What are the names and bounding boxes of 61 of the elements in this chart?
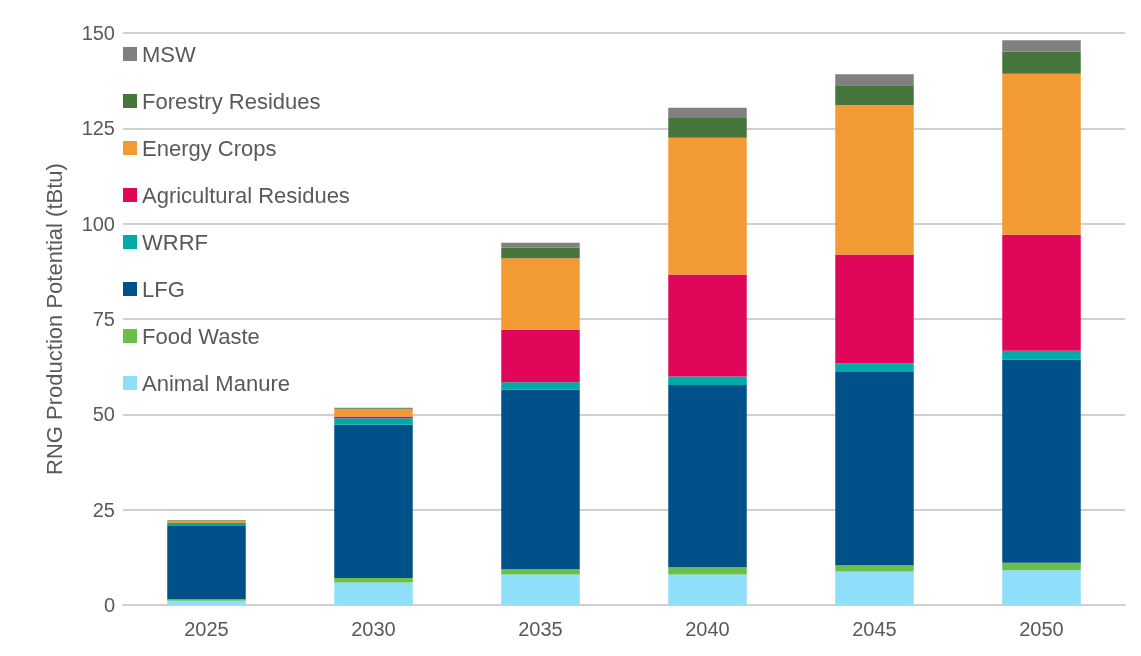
bar xyxy=(334,577,413,583)
bar xyxy=(1002,51,1081,74)
x-tick-label: 2025 xyxy=(184,618,229,640)
bar xyxy=(167,600,246,605)
bar xyxy=(1002,40,1081,52)
bar xyxy=(835,571,914,605)
bar xyxy=(1002,570,1081,605)
bar xyxy=(1002,73,1081,235)
bar xyxy=(835,565,914,572)
y-tick-label: 25 xyxy=(92,498,115,521)
bar xyxy=(501,389,580,570)
legend-label: Forestry Residues xyxy=(142,88,321,114)
legend-label: Animal Manure xyxy=(142,370,290,396)
bar xyxy=(501,329,580,383)
legend-label: Agricultural Residues xyxy=(142,182,350,208)
bar xyxy=(835,105,914,255)
bar xyxy=(835,363,914,373)
y-tick-label: 125 xyxy=(81,117,115,140)
x-tick-label: 2050 xyxy=(1019,618,1064,640)
bar xyxy=(501,247,580,259)
bar xyxy=(668,574,747,605)
legend-label: LFG xyxy=(142,276,185,302)
x-tick-label: 2045 xyxy=(852,618,897,640)
y-tick-label: 100 xyxy=(81,212,115,235)
bar xyxy=(334,424,413,578)
legend-label: Food Waste xyxy=(142,323,260,349)
bar xyxy=(668,376,747,385)
bar xyxy=(668,384,747,568)
x-tick-label: 2040 xyxy=(685,618,730,640)
bar xyxy=(334,408,413,417)
bar xyxy=(668,118,747,138)
bar xyxy=(1002,562,1081,571)
bar xyxy=(501,382,580,390)
bar xyxy=(501,258,580,330)
bar xyxy=(501,242,580,248)
bar xyxy=(334,582,413,605)
bar xyxy=(835,85,914,106)
y-tick-label: 75 xyxy=(92,308,115,330)
bar xyxy=(1002,234,1081,351)
legend-label: MSW xyxy=(142,41,196,67)
y-tick-label: 0 xyxy=(103,594,115,616)
bar xyxy=(1002,359,1081,563)
x-tick-label: 2035 xyxy=(518,618,563,640)
bar xyxy=(835,74,914,86)
bar xyxy=(668,107,747,119)
bar xyxy=(1002,350,1081,360)
y-tick-label: 50 xyxy=(92,403,115,426)
y-tick-label: 150 xyxy=(81,22,115,44)
bar xyxy=(668,274,747,377)
legend-label: WRRF xyxy=(142,229,208,255)
y-axis-title: RNG Production Potential (tBtu) xyxy=(41,163,67,475)
bar xyxy=(835,372,914,566)
bar xyxy=(668,567,747,575)
bar xyxy=(501,574,580,605)
bar xyxy=(334,418,413,425)
bar xyxy=(835,254,914,364)
bar xyxy=(668,137,747,275)
legend-label: Energy Crops xyxy=(142,135,277,161)
bar xyxy=(167,526,246,600)
x-tick-label: 2030 xyxy=(351,618,396,640)
bar xyxy=(501,569,580,575)
